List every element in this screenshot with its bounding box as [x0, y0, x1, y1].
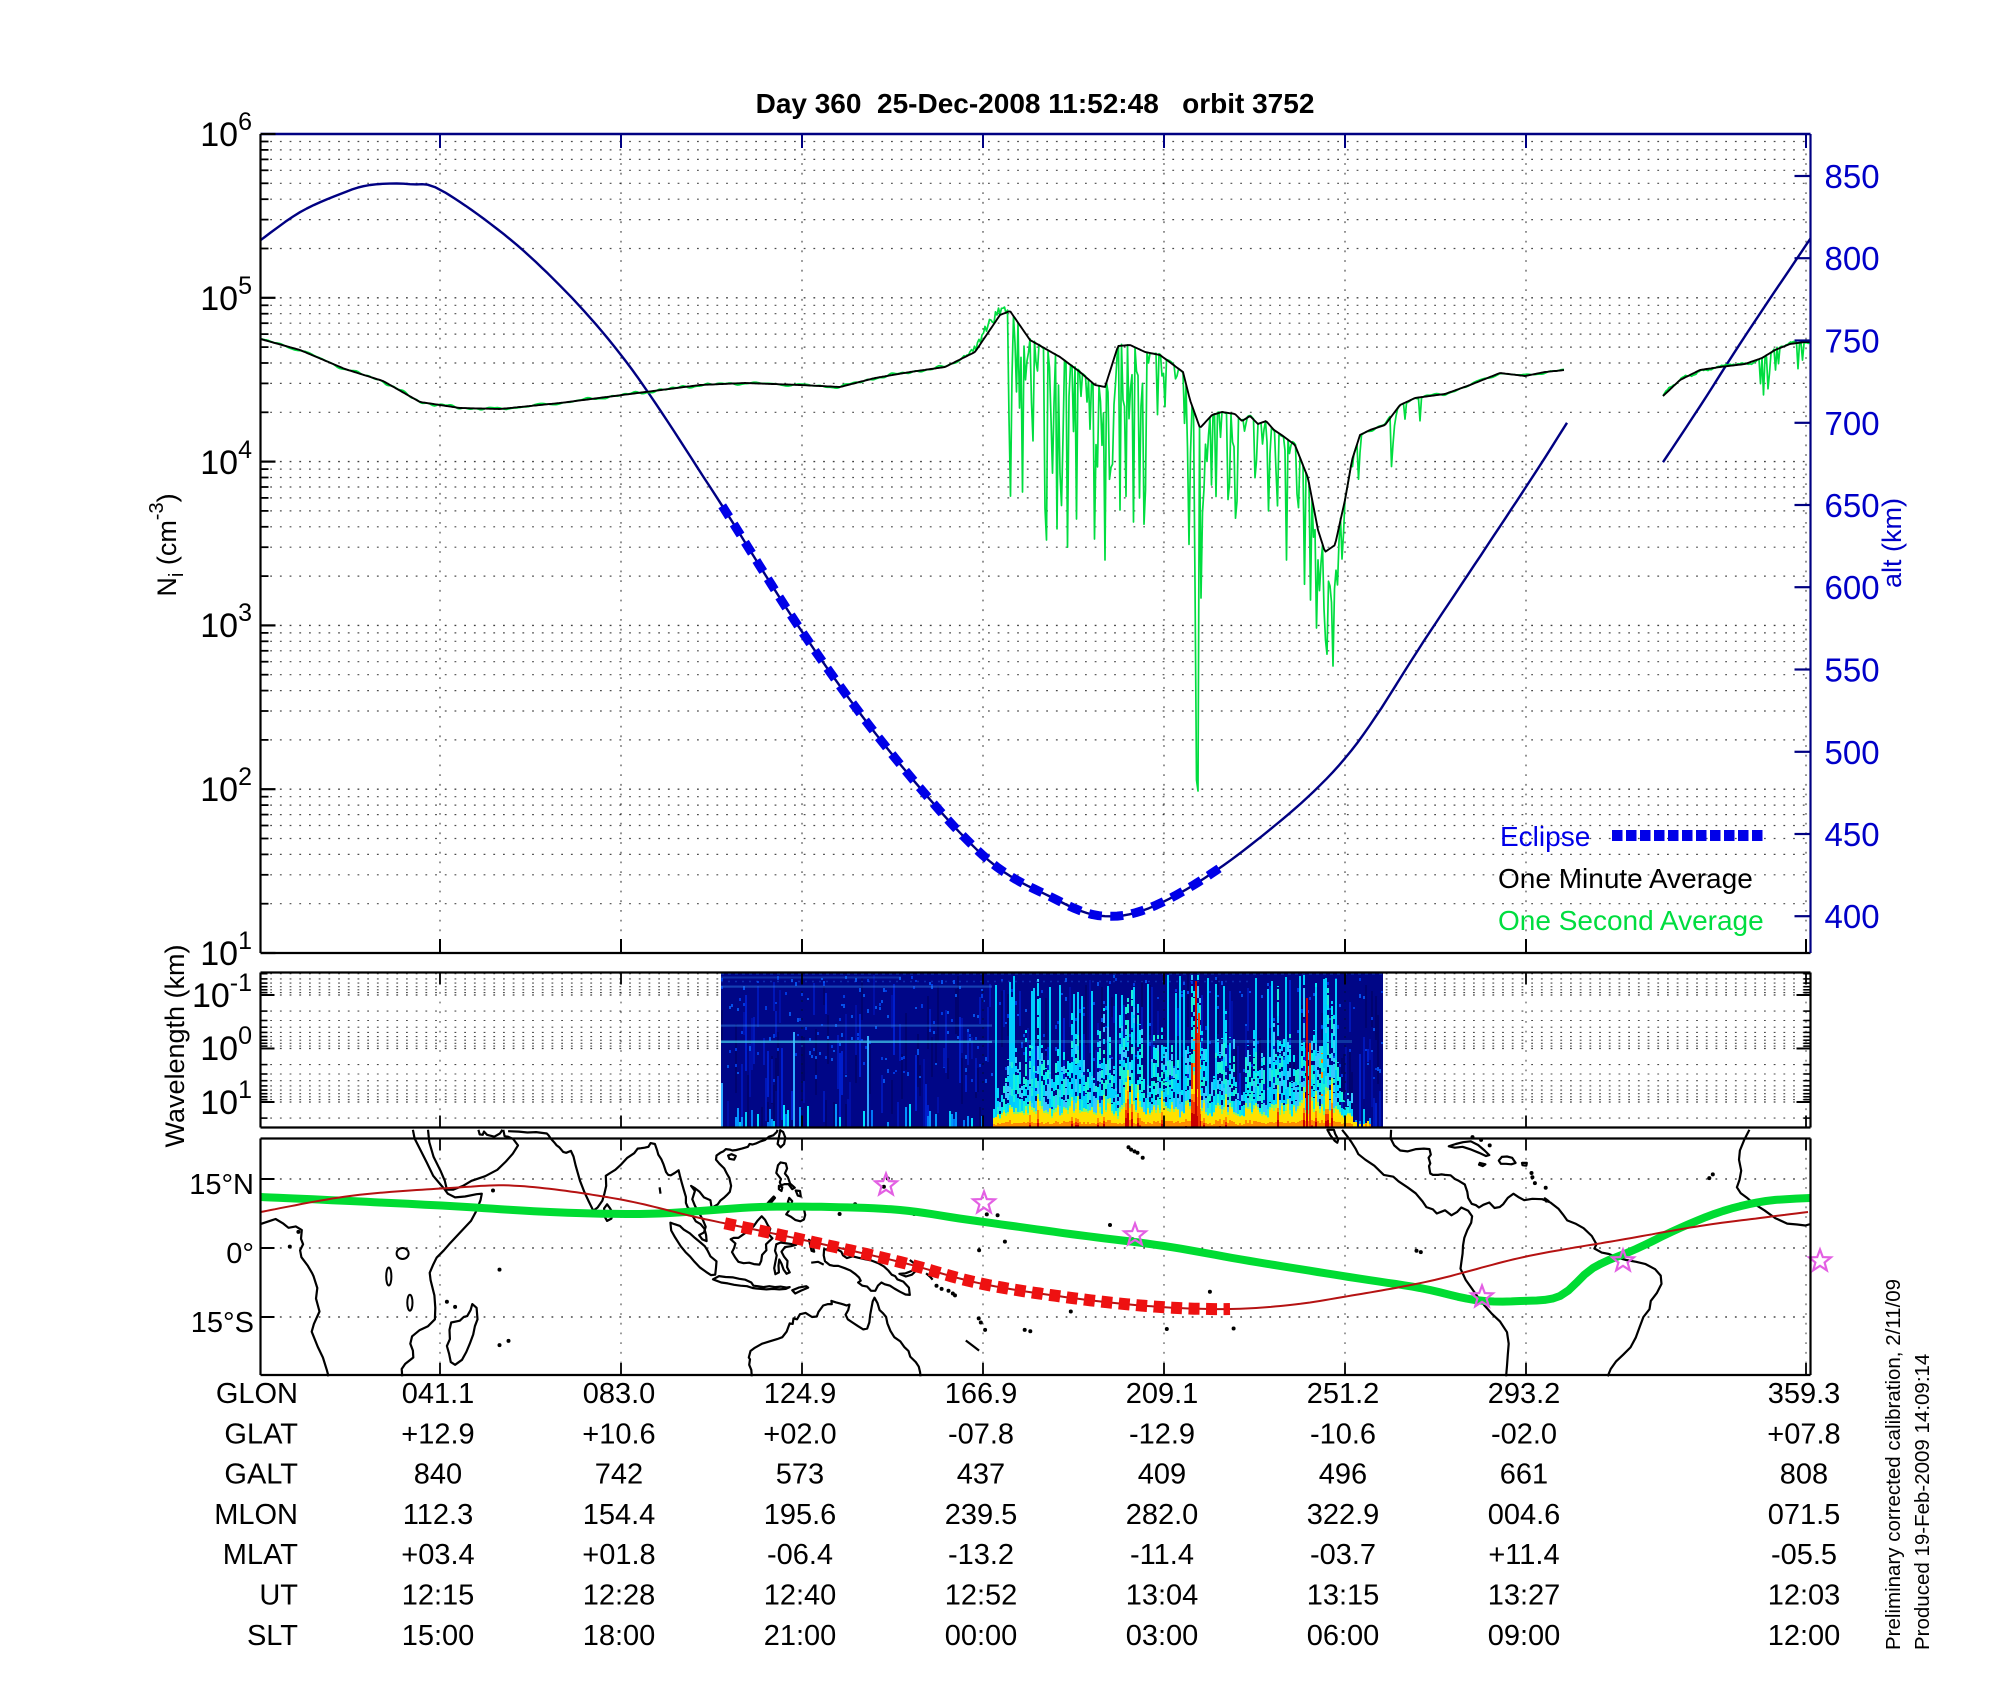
svg-text:09:00: 09:00	[1488, 1620, 1561, 1652]
svg-text:-05.5: -05.5	[1771, 1539, 1837, 1571]
svg-text:083.0: 083.0	[583, 1378, 656, 1410]
svg-text:-10.6: -10.6	[1310, 1418, 1376, 1450]
svg-text:+10.6: +10.6	[582, 1418, 655, 1450]
svg-text:21:00: 21:00	[764, 1620, 837, 1652]
svg-text:573: 573	[776, 1459, 824, 1491]
svg-text:840: 840	[414, 1459, 462, 1491]
svg-text:-03.7: -03.7	[1310, 1539, 1376, 1571]
svg-text:-07.8: -07.8	[948, 1418, 1014, 1450]
svg-text:101: 101	[200, 927, 252, 973]
svg-text:MLON: MLON	[214, 1499, 298, 1531]
svg-text:-02.0: -02.0	[1491, 1418, 1557, 1450]
svg-text:GLON: GLON	[216, 1378, 298, 1410]
svg-text:12:28: 12:28	[583, 1580, 656, 1612]
svg-text:+12.9: +12.9	[401, 1418, 474, 1450]
svg-text:06:00: 06:00	[1307, 1620, 1380, 1652]
svg-text:700: 700	[1825, 405, 1880, 442]
svg-text:800: 800	[1825, 240, 1880, 277]
svg-text:Wavelength (km): Wavelength (km)	[160, 944, 190, 1147]
svg-text:650: 650	[1825, 487, 1880, 524]
svg-text:124.9: 124.9	[764, 1378, 837, 1410]
svg-text:112.3: 112.3	[403, 1499, 473, 1531]
svg-text:282.0: 282.0	[1126, 1499, 1199, 1531]
svg-text:293.2: 293.2	[1488, 1378, 1561, 1410]
svg-text:808: 808	[1780, 1459, 1828, 1491]
svg-text:alt (km): alt (km)	[1877, 498, 1907, 588]
svg-text:MLAT: MLAT	[223, 1539, 298, 1571]
svg-text:18:00: 18:00	[583, 1620, 656, 1652]
svg-text:041.1: 041.1	[402, 1378, 475, 1410]
svg-text:-12.9: -12.9	[1129, 1418, 1195, 1450]
svg-text:03:00: 03:00	[1126, 1620, 1199, 1652]
svg-text:750: 750	[1825, 323, 1880, 360]
svg-text:661: 661	[1500, 1459, 1548, 1491]
svg-text:209.1: 209.1	[1126, 1378, 1199, 1410]
svg-text:450: 450	[1825, 816, 1880, 853]
svg-text:742: 742	[595, 1459, 643, 1491]
svg-text:+02.0: +02.0	[763, 1418, 836, 1450]
svg-text:-13.2: -13.2	[948, 1539, 1014, 1571]
svg-text:+11.4: +11.4	[1488, 1539, 1559, 1571]
svg-text:SLT: SLT	[247, 1620, 298, 1652]
svg-text:13:15: 13:15	[1307, 1580, 1380, 1612]
svg-text:-11.4: -11.4	[1130, 1539, 1194, 1571]
svg-text:071.5: 071.5	[1768, 1499, 1841, 1531]
svg-text:One Second Average: One Second Average	[1498, 905, 1764, 936]
svg-text:GALT: GALT	[224, 1459, 298, 1491]
svg-text:251.2: 251.2	[1307, 1378, 1380, 1410]
svg-text:Eclipse: Eclipse	[1500, 821, 1590, 852]
svg-text:13:04: 13:04	[1126, 1580, 1199, 1612]
svg-text:12:15: 12:15	[402, 1580, 475, 1612]
svg-text:-06.4: -06.4	[767, 1539, 833, 1571]
svg-text:13:27: 13:27	[1488, 1580, 1561, 1612]
svg-text:004.6: 004.6	[1488, 1499, 1561, 1531]
svg-text:12:00: 12:00	[1768, 1620, 1841, 1652]
svg-text:Preliminary corrected calibrat: Preliminary corrected calibration, 2/11/…	[1882, 1279, 1905, 1650]
svg-text:239.5: 239.5	[945, 1499, 1018, 1531]
svg-text:195.6: 195.6	[764, 1499, 837, 1531]
svg-text:550: 550	[1825, 652, 1880, 689]
svg-text:850: 850	[1825, 158, 1880, 195]
svg-text:GLAT: GLAT	[224, 1418, 298, 1450]
svg-text:500: 500	[1825, 734, 1880, 771]
svg-text:322.9: 322.9	[1307, 1499, 1380, 1531]
svg-text:154.4: 154.4	[583, 1499, 656, 1531]
svg-text:496: 496	[1319, 1459, 1367, 1491]
svg-text:166.9: 166.9	[945, 1378, 1018, 1410]
svg-text:+07.8: +07.8	[1767, 1418, 1840, 1450]
svg-text:+01.8: +01.8	[582, 1539, 655, 1571]
svg-text:One Minute Average: One Minute Average	[1498, 863, 1753, 894]
svg-text:+03.4: +03.4	[401, 1539, 474, 1571]
svg-text:UT: UT	[259, 1580, 298, 1612]
svg-text:12:52: 12:52	[945, 1580, 1018, 1612]
svg-text:15°S: 15°S	[191, 1307, 254, 1339]
svg-text:400: 400	[1825, 898, 1880, 935]
svg-text:15°N: 15°N	[189, 1169, 254, 1201]
svg-text:409: 409	[1138, 1459, 1186, 1491]
svg-text:12:03: 12:03	[1768, 1580, 1841, 1612]
svg-text:00:00: 00:00	[945, 1620, 1018, 1652]
svg-text:359.3: 359.3	[1768, 1378, 1841, 1410]
svg-text:15:00: 15:00	[402, 1620, 475, 1652]
svg-text:103: 103	[200, 599, 252, 645]
svg-text:600: 600	[1825, 569, 1880, 606]
svg-text:12:40: 12:40	[764, 1580, 837, 1612]
svg-text:0°: 0°	[226, 1238, 254, 1270]
svg-text:Day 360 25-Dec-2008 11:52:48: Day 360 25-Dec-2008 11:52:48 orbit 3752	[756, 88, 1315, 119]
svg-text:Produced 19-Feb-2009 14:09:14: Produced 19-Feb-2009 14:09:14	[1911, 1354, 1934, 1650]
svg-text:437: 437	[957, 1459, 1005, 1491]
